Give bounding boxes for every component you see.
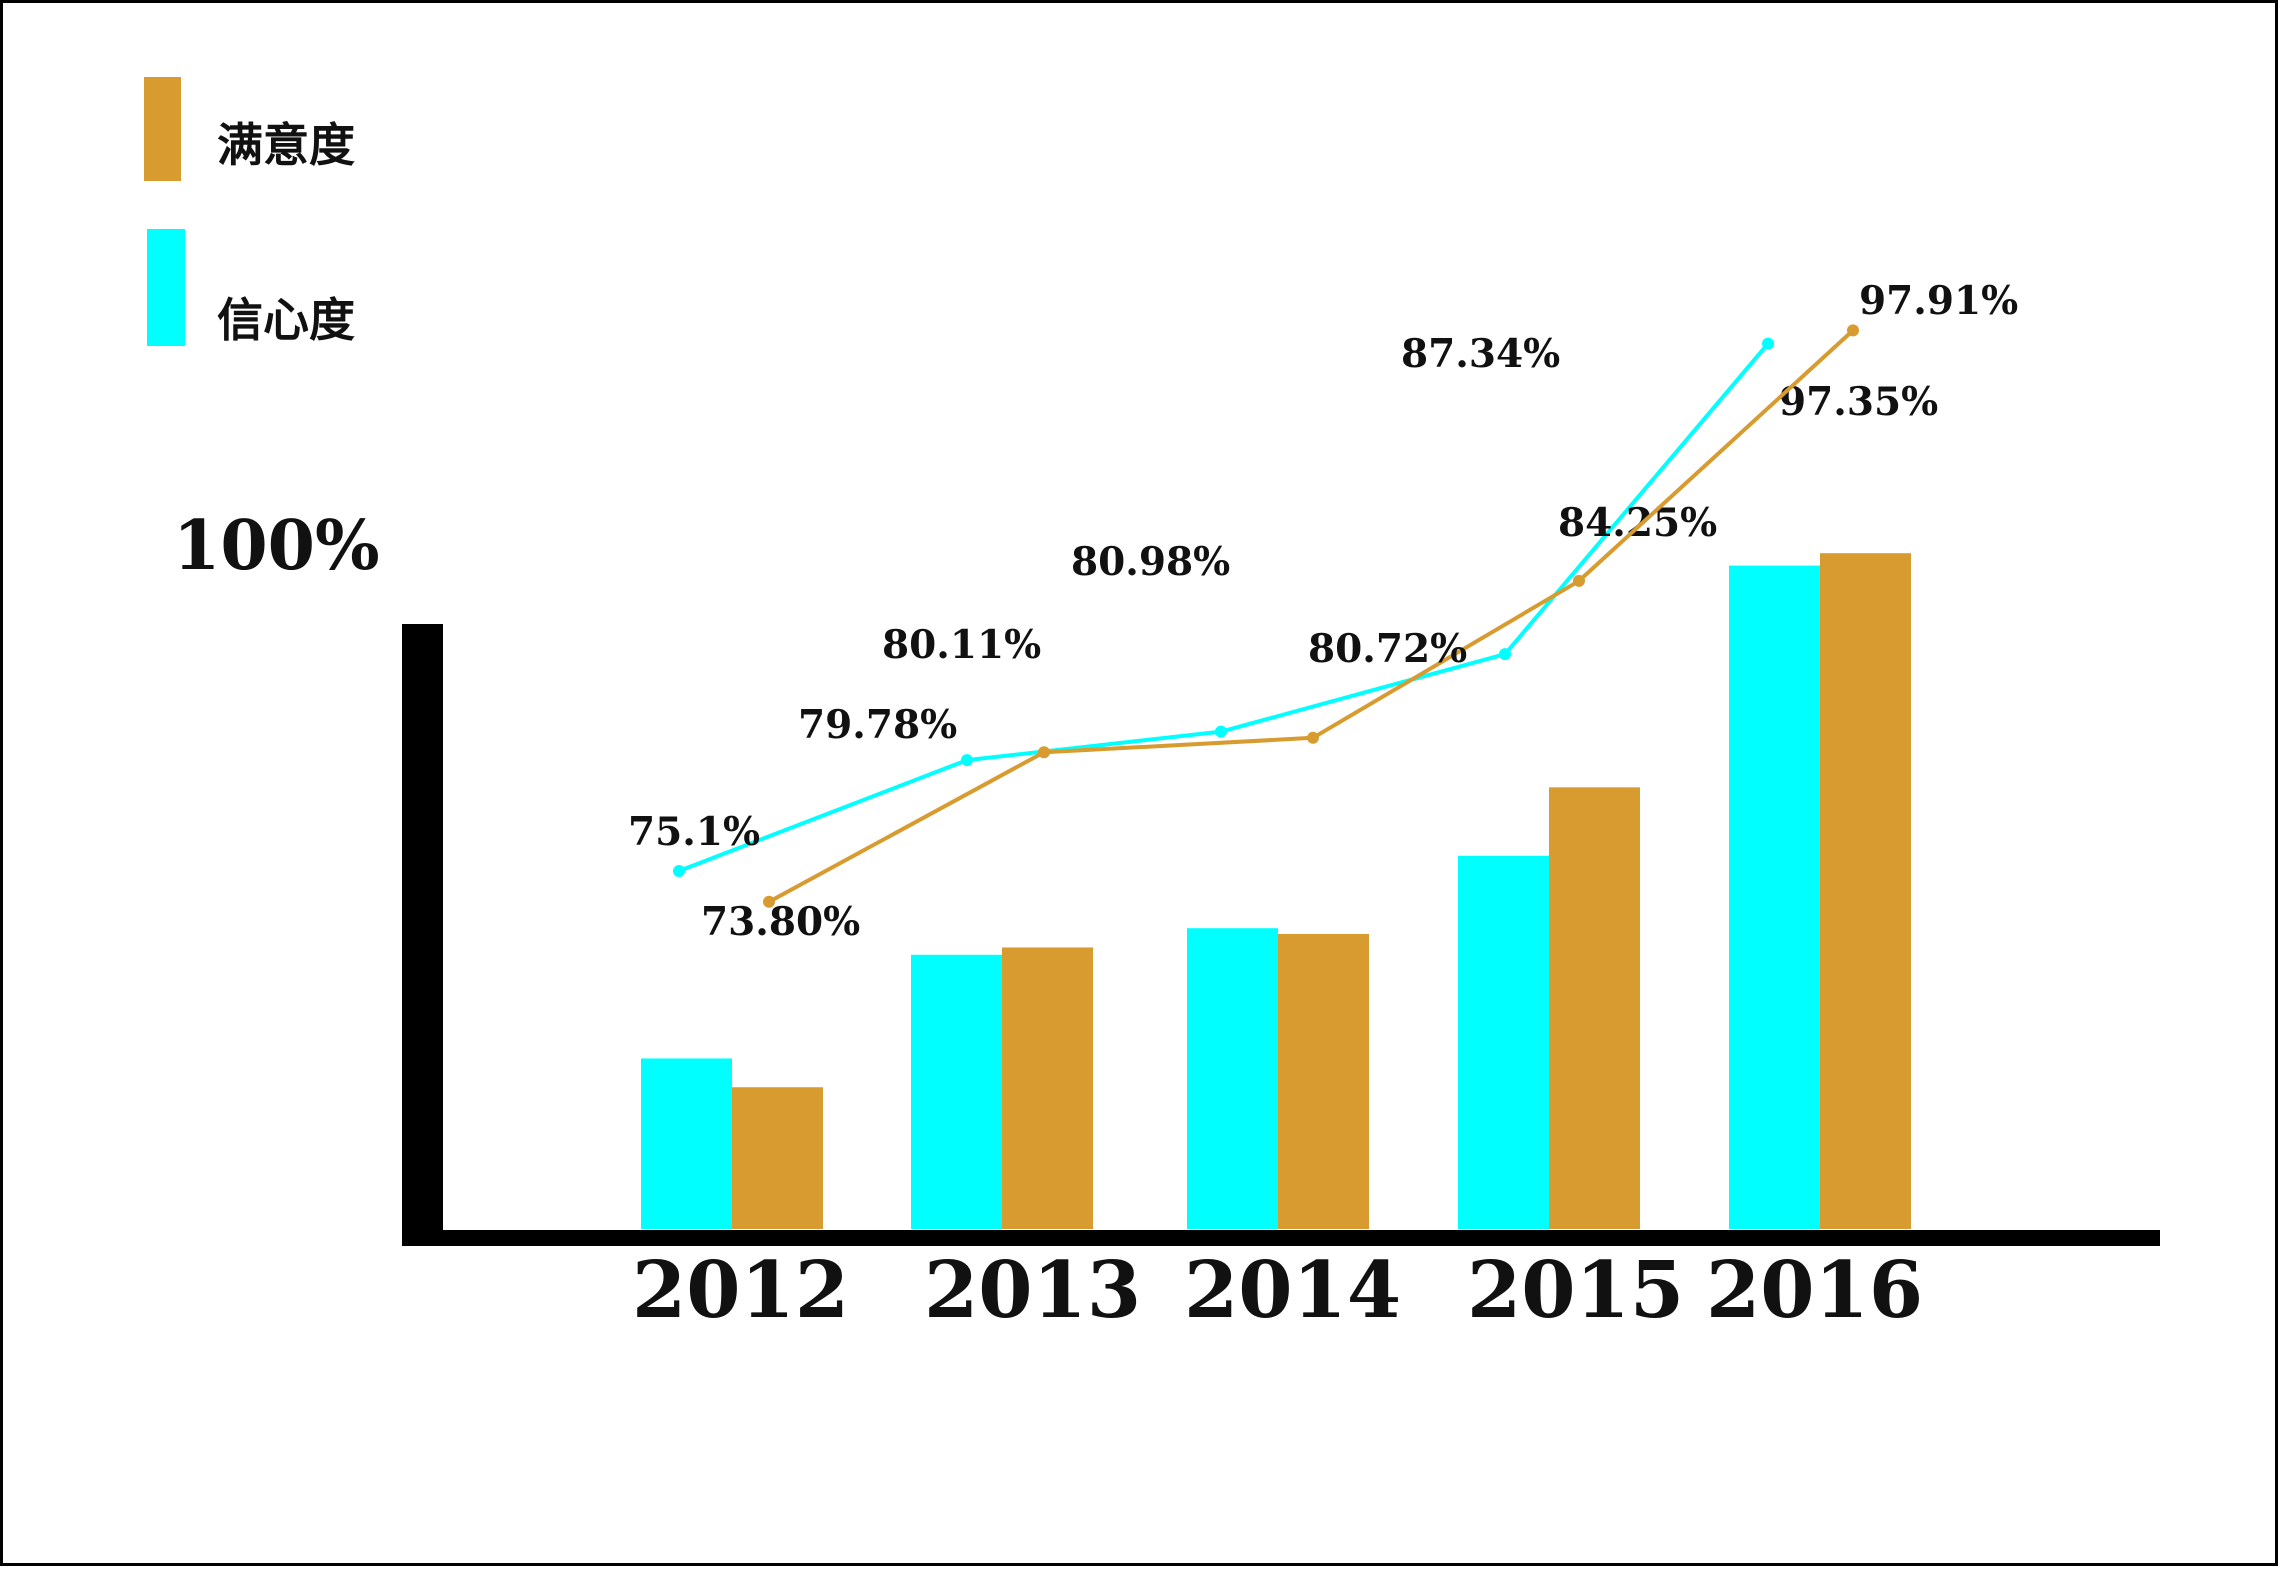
point-satisfaction-2014 — [1307, 731, 1319, 744]
point-satisfaction-2012 — [763, 895, 775, 908]
bar-satisfaction-2016 — [1820, 553, 1911, 1229]
bar-satisfaction-2015 — [1549, 787, 1640, 1229]
line-satisfaction — [768, 328, 1855, 904]
legend-swatch-confidence — [147, 229, 185, 346]
x-tick-2014: 2014 — [1184, 1245, 1401, 1336]
point-satisfaction-2016 — [1847, 324, 1859, 337]
x-tick-2016: 2016 — [1706, 1245, 1923, 1336]
legend-label-confidence: 信心度 — [217, 293, 355, 347]
chart-svg: 满意度 信心度 100% 75.1% 79.78% 80.98% 84.25% 97.3… — [144, 77, 2160, 1336]
label-satisfaction-2013: 80.11% — [882, 622, 1041, 668]
point-confidence-2013 — [961, 754, 973, 767]
label-confidence-2013: 79.78% — [798, 702, 957, 748]
bar-satisfaction-2014 — [1278, 933, 1369, 1229]
label-confidence-2012: 75.1% — [628, 809, 760, 855]
label-satisfaction-2014: 80.72% — [1308, 626, 1467, 672]
bar-confidence-2012 — [641, 1058, 732, 1229]
label-confidence-2016: 97.35% — [1779, 379, 1938, 425]
label-satisfaction-2012: 73.80% — [701, 899, 860, 945]
label-satisfaction-2015: 87.34% — [1401, 331, 1560, 377]
point-satisfaction-2015 — [1573, 574, 1585, 587]
point-confidence-2015 — [1499, 648, 1511, 661]
x-tick-2013: 2013 — [924, 1245, 1141, 1336]
x-axis — [402, 1230, 2160, 1246]
legend-label-satisfaction: 满意度 — [217, 118, 355, 172]
point-satisfaction-2013 — [1038, 746, 1050, 759]
point-confidence-2016 — [1762, 337, 1774, 350]
bar-confidence-2016 — [1729, 565, 1820, 1229]
label-satisfaction-2016: 97.91% — [1859, 278, 2018, 324]
x-tick-2012: 2012 — [632, 1245, 849, 1336]
bars-layer — [641, 553, 1911, 1229]
legend-swatch-satisfaction — [144, 77, 181, 181]
legend: 满意度 信心度 — [144, 77, 355, 347]
bar-confidence-2014 — [1187, 928, 1278, 1229]
bar-satisfaction-2012 — [732, 1087, 823, 1229]
bar-confidence-2015 — [1458, 855, 1549, 1229]
y-axis — [402, 624, 443, 1246]
label-confidence-2015: 84.25% — [1558, 500, 1717, 546]
bar-satisfaction-2013 — [1002, 947, 1093, 1229]
lines-layer: 75.1% 79.78% 80.98% 84.25% 97.35% 73.80% 80.11… — [628, 278, 2018, 945]
x-tick-2015: 2015 — [1467, 1245, 1684, 1336]
bar-confidence-2013 — [911, 954, 1002, 1229]
point-confidence-2012 — [673, 865, 685, 877]
point-confidence-2014 — [1215, 725, 1227, 738]
x-tick-labels: 2012 2013 2014 2015 2016 — [632, 1245, 1923, 1336]
y-max-label: 100% — [173, 506, 380, 586]
label-confidence-2014: 80.98% — [1071, 539, 1230, 585]
